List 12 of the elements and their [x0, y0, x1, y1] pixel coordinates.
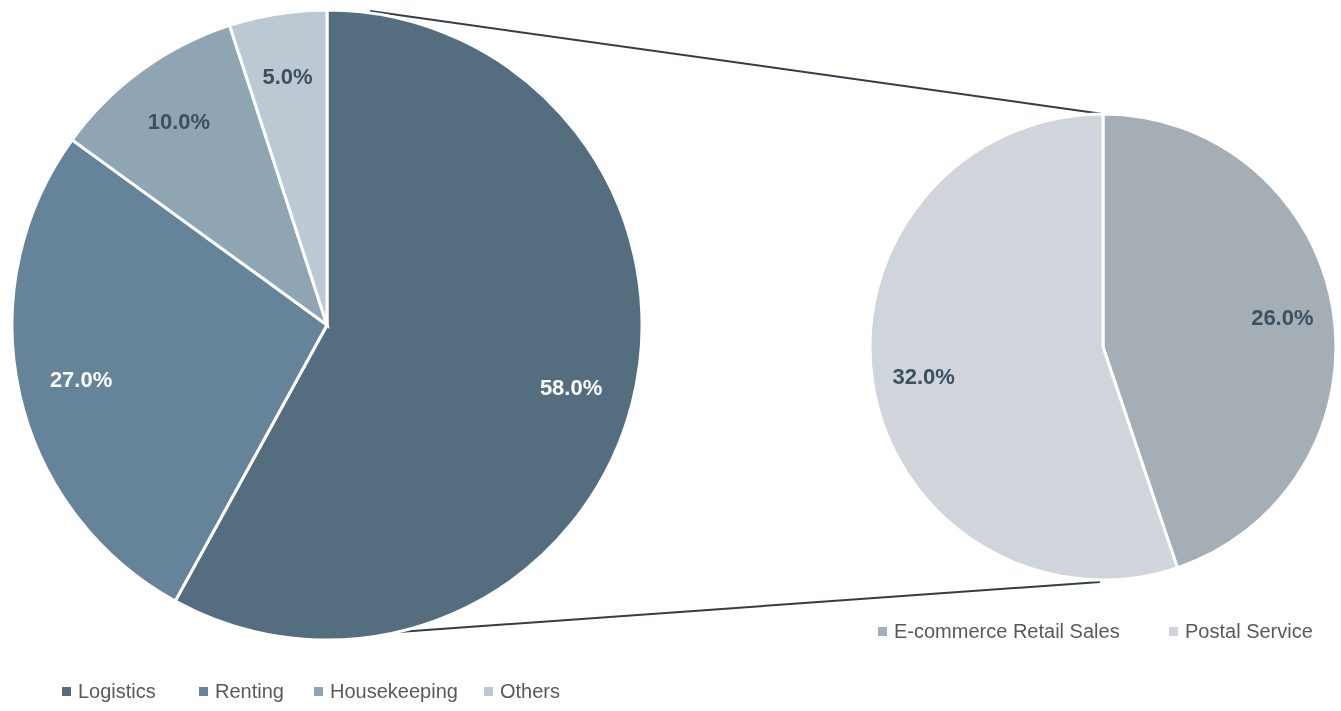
legend-label: Postal Service — [1185, 620, 1313, 642]
data-label: 5.0% — [262, 63, 313, 89]
data-label: 32.0% — [892, 363, 955, 389]
data-label: 27.0% — [49, 367, 113, 393]
legend-label: Logistics — [78, 680, 156, 702]
legend-label: E-commerce Retail Sales — [894, 620, 1120, 642]
legend-label: Others — [500, 680, 561, 702]
legend-label: Renting — [215, 680, 284, 702]
legend-label: Housekeeping — [330, 680, 458, 702]
data-label: 26.0% — [1251, 305, 1314, 331]
data-label: 58.0% — [539, 375, 603, 401]
data-label: 10.0% — [147, 108, 211, 134]
